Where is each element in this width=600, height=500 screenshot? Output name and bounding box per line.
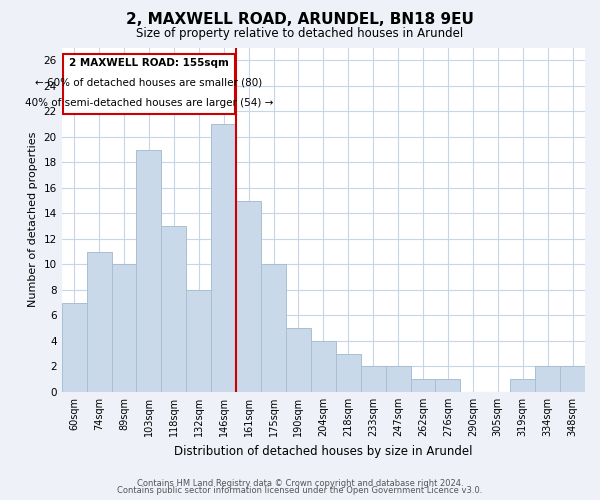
Bar (112, 264, 136, 392)
Bar (62, 302, 86, 392)
Text: Contains public sector information licensed under the Open Government Licence v3: Contains public sector information licen… (118, 486, 482, 495)
Text: 2 MAXWELL ROAD: 155sqm: 2 MAXWELL ROAD: 155sqm (69, 58, 229, 68)
Bar (211, 124, 236, 392)
Y-axis label: Number of detached properties: Number of detached properties (28, 132, 38, 308)
Bar (261, 264, 286, 392)
X-axis label: Distribution of detached houses by size in Arundel: Distribution of detached houses by size … (174, 444, 473, 458)
Bar (86, 252, 112, 392)
Bar (410, 379, 436, 392)
Bar (535, 366, 560, 392)
Bar (510, 379, 535, 392)
Bar (436, 379, 460, 392)
Bar (311, 341, 336, 392)
Text: 2, MAXWELL ROAD, ARUNDEL, BN18 9EU: 2, MAXWELL ROAD, ARUNDEL, BN18 9EU (126, 12, 474, 28)
Bar (361, 366, 386, 392)
Bar (186, 290, 211, 392)
Bar (136, 150, 161, 392)
Text: Contains HM Land Registry data © Crown copyright and database right 2024.: Contains HM Land Registry data © Crown c… (137, 478, 463, 488)
Bar (386, 366, 410, 392)
Bar (236, 200, 261, 392)
Bar (336, 354, 361, 392)
Bar (560, 366, 585, 392)
Text: ← 60% of detached houses are smaller (80): ← 60% of detached houses are smaller (80… (35, 78, 263, 88)
Bar (161, 226, 186, 392)
FancyBboxPatch shape (63, 54, 235, 114)
Text: Size of property relative to detached houses in Arundel: Size of property relative to detached ho… (136, 28, 464, 40)
Bar (286, 328, 311, 392)
Text: 40% of semi-detached houses are larger (54) →: 40% of semi-detached houses are larger (… (25, 98, 273, 108)
